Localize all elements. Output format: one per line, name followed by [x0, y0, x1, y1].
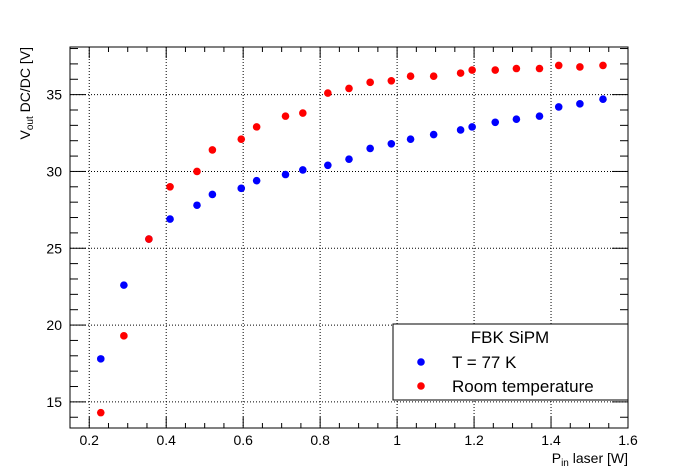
data-point-t-77-k	[237, 184, 246, 193]
data-point-t-77-k	[166, 215, 174, 223]
data-point-room-temperature	[456, 69, 465, 77]
x-tick-label: 0.6	[233, 432, 253, 448]
data-point-room-temperature	[281, 112, 290, 120]
legend: FBK SiPM T = 77 K Room temperature	[392, 323, 629, 401]
data-point-room-temperature	[429, 72, 438, 80]
y-axis-label: Vout DC/DC [V]	[17, 47, 36, 139]
data-point-t-77-k	[193, 201, 201, 210]
data-point-room-temperature	[299, 109, 307, 117]
legend-marker-room-temperature	[417, 382, 425, 390]
x-tick-label: 1	[393, 432, 401, 448]
x-axis-label-main: P	[552, 450, 561, 466]
x-tick-label: 0.4	[156, 432, 176, 448]
data-point-t-77-k	[345, 155, 353, 163]
y-tick-label: 20	[46, 317, 62, 333]
legend-label-room-temperature: Room temperature	[452, 377, 594, 396]
legend-label-t77k: T = 77 K	[452, 353, 517, 372]
data-point-t-77-k	[208, 190, 217, 199]
data-point-room-temperature	[535, 64, 544, 73]
data-points	[96, 61, 607, 417]
plot-frame	[69, 46, 629, 429]
x-axis-label-sub: in	[561, 458, 569, 469]
y-axis-label-sub: out	[25, 116, 36, 130]
data-point-room-temperature	[512, 64, 521, 73]
data-point-room-temperature	[145, 235, 153, 243]
data-point-room-temperature	[208, 146, 217, 154]
data-point-room-temperature	[237, 135, 246, 143]
data-point-room-temperature	[324, 89, 332, 97]
data-point-room-temperature	[576, 63, 584, 71]
data-point-room-temperature	[491, 66, 500, 74]
x-tick-label: 0.8	[310, 432, 330, 448]
data-point-room-temperature	[96, 408, 105, 417]
data-point-room-temperature	[166, 183, 174, 191]
axes: 0.2 0.4 0.6 0.8 1 1.2 1.4 1.6 15 20 25 30 35	[46, 46, 638, 448]
x-axis-label: Pin laser [W]	[552, 450, 628, 469]
data-point-room-temperature	[120, 332, 128, 340]
data-point-room-temperature	[387, 76, 396, 85]
data-point-room-temperature	[345, 84, 353, 93]
data-point-t-77-k	[576, 100, 584, 108]
data-point-t-77-k	[96, 355, 105, 363]
x-tick-label: 0.2	[80, 432, 100, 448]
y-tick-label: 25	[46, 240, 62, 256]
data-point-t-77-k	[387, 139, 396, 148]
legend-marker-t77k	[417, 358, 425, 366]
data-point-t-77-k	[468, 123, 476, 131]
data-point-t-77-k	[456, 126, 465, 134]
data-point-room-temperature	[366, 78, 374, 87]
y-axis-label-main: V	[17, 129, 33, 139]
data-point-room-temperature	[468, 66, 476, 74]
y-tick-label: 30	[46, 163, 62, 179]
data-point-t-77-k	[406, 135, 415, 143]
data-point-t-77-k	[491, 118, 500, 127]
legend-box	[392, 323, 629, 401]
data-point-t-77-k	[281, 170, 290, 179]
legend-title: FBK SiPM	[471, 328, 549, 347]
x-tick-label: 1.6	[618, 432, 638, 448]
data-point-t-77-k	[599, 95, 607, 104]
data-point-t-77-k	[366, 144, 374, 153]
data-point-t-77-k	[252, 176, 261, 185]
y-tick-label: 15	[46, 394, 62, 410]
x-axis-label-rest: laser [W]	[569, 450, 628, 466]
data-point-room-temperature	[554, 61, 563, 70]
data-point-t-77-k	[429, 130, 438, 139]
data-point-t-77-k	[120, 281, 128, 289]
data-point-t-77-k	[512, 115, 521, 124]
data-point-t-77-k	[324, 161, 332, 170]
data-point-room-temperature	[406, 72, 415, 80]
data-point-room-temperature	[193, 167, 201, 176]
data-point-t-77-k	[535, 112, 544, 120]
data-point-t-77-k	[554, 103, 563, 111]
data-point-t-77-k	[299, 166, 307, 174]
data-point-room-temperature	[599, 61, 607, 70]
x-tick-label: 1.4	[541, 432, 561, 448]
y-axis-label-rest: DC/DC [V]	[17, 47, 33, 116]
x-tick-label: 1.2	[464, 432, 484, 448]
data-point-room-temperature	[252, 123, 261, 131]
y-tick-label: 35	[46, 87, 62, 103]
